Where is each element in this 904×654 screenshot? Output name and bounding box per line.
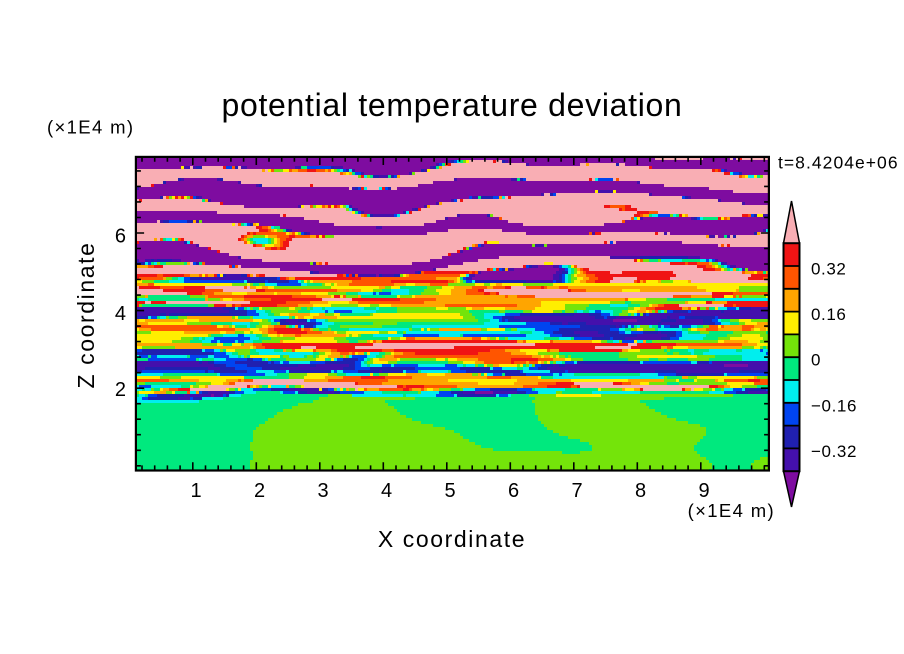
svg-text:Z coordinate: Z coordinate <box>73 241 99 388</box>
svg-text:3: 3 <box>318 480 329 502</box>
svg-text:4: 4 <box>115 303 126 325</box>
svg-text:2: 2 <box>115 379 126 401</box>
svg-text:0.32: 0.32 <box>811 260 847 279</box>
svg-text:0: 0 <box>811 351 821 370</box>
svg-text:X coordinate: X coordinate <box>378 526 526 552</box>
svg-text:4: 4 <box>381 480 392 502</box>
svg-text:6: 6 <box>508 480 519 502</box>
svg-text:8: 8 <box>635 480 646 502</box>
svg-text:t=8.4204e+06: t=8.4204e+06 <box>778 153 899 173</box>
svg-text:1: 1 <box>191 480 202 502</box>
svg-text:7: 7 <box>572 480 583 502</box>
svg-text:(×1E4 m): (×1E4 m) <box>688 500 775 521</box>
svg-text:(×1E4 m): (×1E4 m) <box>47 117 134 138</box>
svg-text:0.16: 0.16 <box>811 305 847 324</box>
svg-text:5: 5 <box>445 480 456 502</box>
svg-text:2: 2 <box>254 480 265 502</box>
svg-text:potential temperature deviatio: potential temperature deviation <box>221 87 682 123</box>
svg-text:−0.32: −0.32 <box>811 442 857 461</box>
svg-text:9: 9 <box>699 480 710 502</box>
svg-text:−0.16: −0.16 <box>811 396 857 415</box>
svg-text:6: 6 <box>115 226 126 248</box>
